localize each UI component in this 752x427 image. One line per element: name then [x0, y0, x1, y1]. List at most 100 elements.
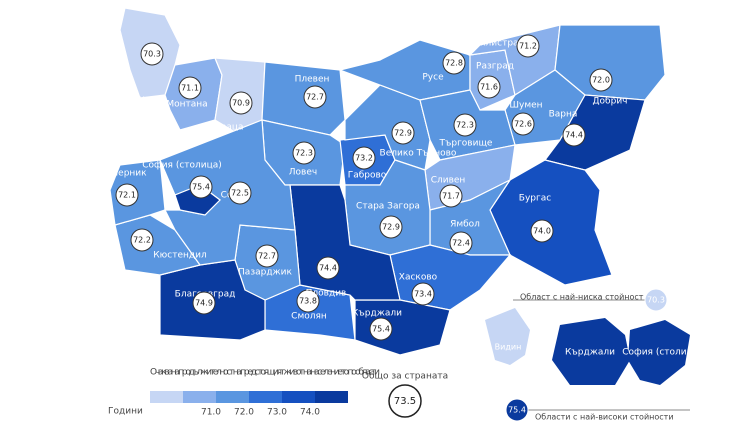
- region-name: Силистра: [473, 39, 518, 49]
- region-value: 74.4: [565, 131, 583, 140]
- region-value: 72.9: [394, 129, 412, 138]
- region-value: 71.6: [480, 83, 498, 92]
- value-circle: [589, 68, 613, 92]
- value-circle: [442, 51, 466, 75]
- region-name: Велико Търново: [380, 149, 457, 159]
- highest-label: Области с най-високи стойности: [535, 413, 674, 422]
- region-value: 72.4: [452, 239, 470, 248]
- value-circle: [316, 256, 340, 280]
- region-value: 75.4: [192, 183, 210, 192]
- region-name: Ловеч: [289, 168, 317, 178]
- region-name: Перник: [111, 169, 147, 179]
- region-name: Разград: [476, 62, 514, 72]
- legend-title: Очаквана продължителност на предстоящият…: [150, 368, 380, 378]
- legend-swatch: [183, 391, 216, 403]
- legend-swatch: [216, 391, 249, 403]
- region-name: Шумен: [509, 101, 542, 111]
- region-name: Ямбол: [450, 220, 480, 230]
- value-circle: [530, 219, 554, 243]
- region-name: Видин: [133, 95, 163, 105]
- region-name: Хасково: [399, 273, 438, 283]
- value-circle: [352, 146, 376, 170]
- region-value: 72.6: [514, 120, 532, 129]
- value-circle: [562, 123, 586, 147]
- region-value: 71.7: [442, 192, 460, 201]
- value-circle: [516, 34, 540, 58]
- total-circle: [388, 384, 422, 418]
- value-circle: [477, 75, 501, 99]
- lowest-value: 70.3: [647, 296, 665, 305]
- region-value: 71.1: [181, 84, 199, 93]
- legend-unit: Години: [108, 407, 143, 417]
- region-name: София (столица): [142, 161, 222, 171]
- value-circle: [192, 291, 216, 315]
- region-name: Пловдив: [306, 289, 347, 299]
- region-value: 73.2: [355, 154, 373, 163]
- region-name: Смолян: [291, 312, 327, 322]
- region-name: Габрово: [348, 171, 387, 181]
- legend-tick: 73.0: [267, 408, 287, 418]
- region-value: 74.0: [533, 227, 551, 236]
- region-name: Кърджали: [352, 309, 402, 319]
- region-value: 74.4: [319, 264, 337, 273]
- value-circle: [411, 282, 435, 306]
- region-value: 72.7: [306, 93, 324, 102]
- legend-swatch: [315, 391, 348, 403]
- region-value: 70.3: [143, 50, 161, 59]
- value-circle: [391, 121, 415, 145]
- value-circle: [178, 76, 202, 100]
- region-value: 72.1: [118, 191, 136, 200]
- legend-tick: 71.0: [201, 408, 221, 418]
- legend-tick: 72.0: [234, 408, 254, 418]
- total-value: 73.5: [394, 396, 416, 407]
- inset-sofia-name: София (столица): [622, 348, 702, 358]
- value-circle: [228, 181, 252, 205]
- value-circle: [229, 91, 253, 115]
- region-value: 72.5: [231, 189, 249, 198]
- region-value: 72.2: [133, 236, 151, 245]
- region-value: 75.4: [372, 325, 390, 334]
- region-name: Търговище: [439, 139, 493, 149]
- value-circle: [255, 244, 279, 268]
- inset-vidin-name: Видин: [495, 343, 522, 352]
- value-circle: [296, 289, 320, 313]
- lowest-circle: [644, 288, 668, 312]
- value-circle: [189, 175, 213, 199]
- region-name: Пазарджик: [238, 268, 292, 278]
- region-value: 74.9: [195, 299, 213, 308]
- inset-kardzhali: [552, 318, 630, 385]
- total-label: Общо за страната: [362, 372, 448, 382]
- value-circle: [292, 141, 316, 165]
- region-name: Стара Загора: [356, 202, 420, 212]
- value-circle: [511, 112, 535, 136]
- inset-kardzhali-name: Кърджали: [565, 348, 615, 358]
- region-name: Варна: [549, 110, 578, 120]
- inset-vidin: [485, 308, 530, 365]
- highest-circle: [505, 398, 529, 422]
- region-value: 72.0: [592, 76, 610, 85]
- value-circle: [115, 183, 139, 207]
- value-circle: [379, 215, 403, 239]
- value-circle: [130, 228, 154, 252]
- region-value: 73.8: [299, 297, 317, 306]
- lowest-label: Област с най-ниска стойност: [520, 293, 644, 302]
- value-circle: [140, 42, 164, 66]
- legend-swatch: [282, 391, 315, 403]
- region-value: 72.9: [382, 223, 400, 232]
- legend-swatch: [249, 391, 282, 403]
- legend-swatch: [150, 391, 183, 403]
- region-name: Сливен: [431, 176, 466, 186]
- region-name: Монтана: [166, 100, 207, 110]
- value-circle: [303, 85, 327, 109]
- regions: [109, 7, 666, 356]
- region-value: 72.7: [258, 252, 276, 261]
- region-value: 73.4: [414, 290, 432, 299]
- region-name: Плевен: [295, 75, 330, 85]
- inset-sofia: [628, 320, 690, 385]
- region-name: Бургас: [519, 194, 551, 204]
- region-name: Враца: [214, 123, 243, 133]
- region-value: 72.3: [295, 149, 313, 158]
- region-value: 72.8: [445, 59, 463, 68]
- legend-tick: 74.0: [300, 408, 320, 418]
